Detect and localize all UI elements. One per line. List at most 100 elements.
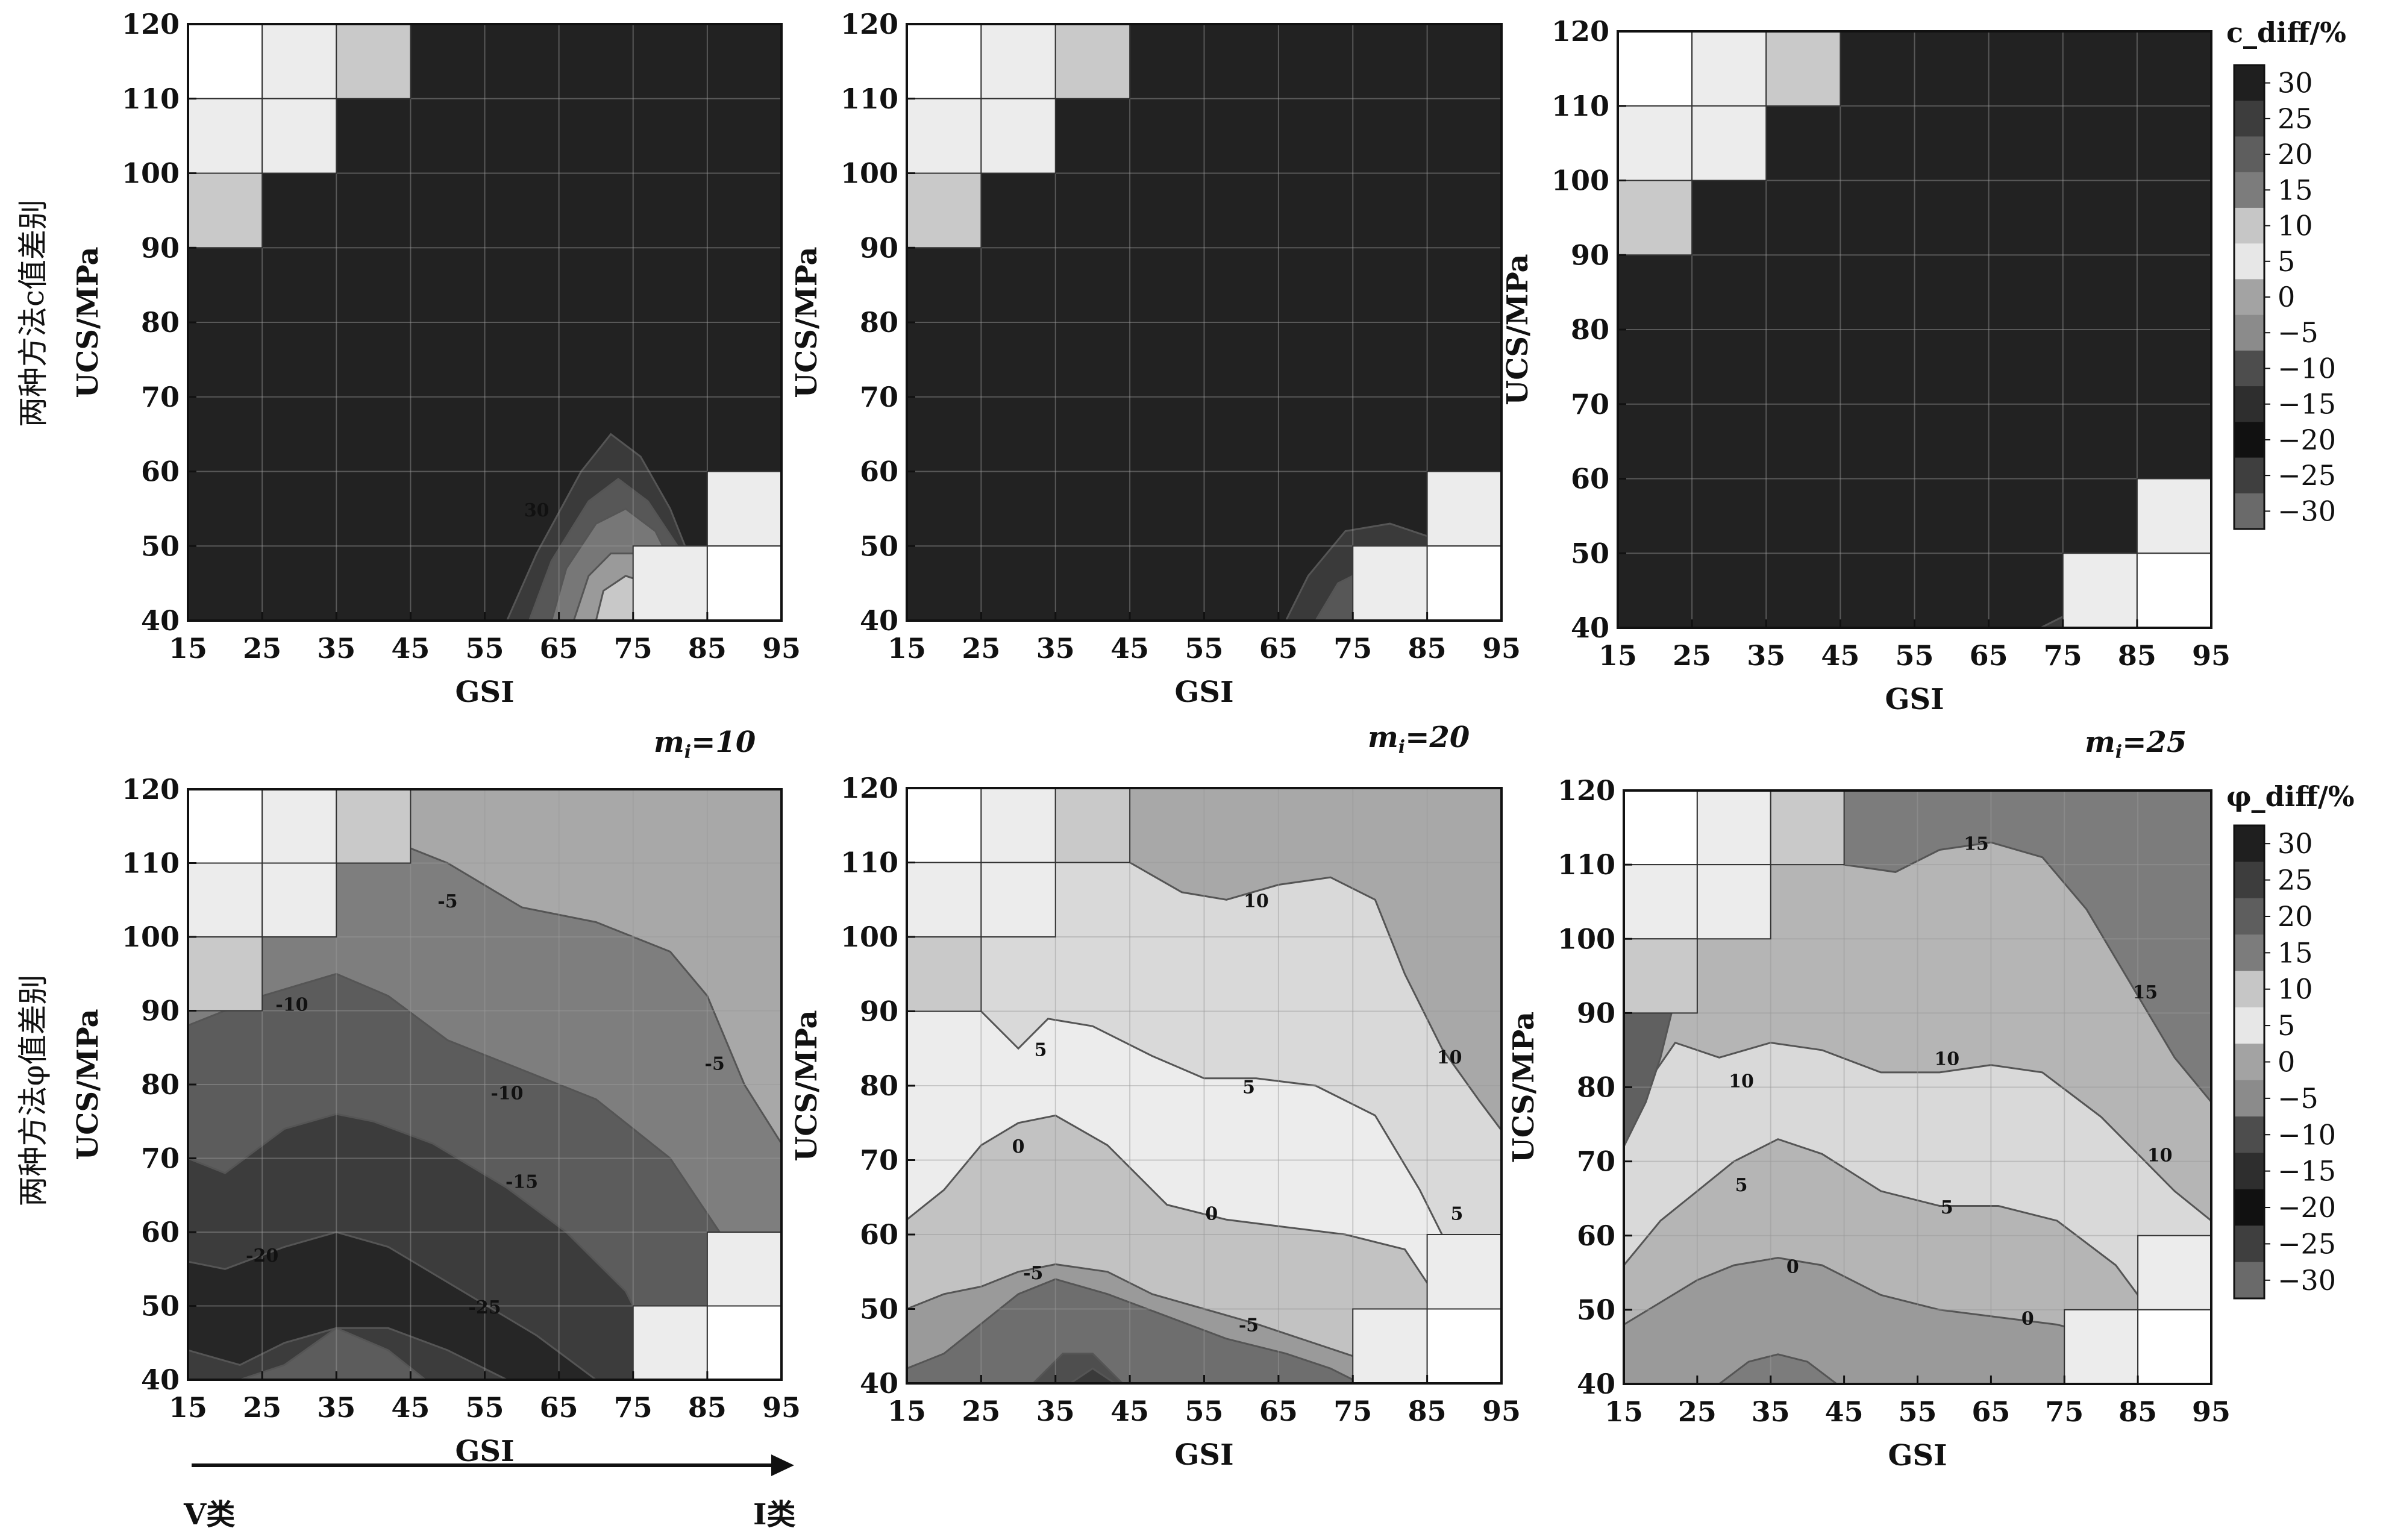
x-tick-label: 35 [317, 1391, 355, 1424]
colorbar-tick-label: −25 [2278, 1227, 2336, 1260]
class-arrow: V类 I类 [183, 1454, 795, 1532]
x-tick-label: 55 [1895, 639, 1934, 672]
colorbar-tick-label: −20 [2278, 1191, 2336, 1224]
colorbar-title: φ_diff/% [2226, 780, 2355, 813]
colorbar-tick-label: −25 [2278, 459, 2336, 492]
svg-text:mi=25: mi=25 [2085, 725, 2187, 763]
plot-content: 10 10 5 5 0 0 5 -5 -5 [907, 788, 1501, 1383]
x-tick-label: 55 [465, 632, 504, 665]
y-tick-label: 100 [122, 921, 180, 953]
contour-label: 30 [524, 500, 550, 521]
x-tick-label: 85 [688, 632, 727, 665]
value-block [2064, 1309, 2139, 1384]
colorbar-swatch [2234, 457, 2264, 494]
contour-label: -10 [275, 995, 308, 1016]
value-block [261, 789, 337, 864]
value-block [980, 24, 1056, 99]
colorbar-tick-label: −5 [2278, 316, 2319, 349]
colorbar-tick-label: 5 [2278, 1009, 2295, 1042]
x-tick-label: 65 [540, 632, 578, 665]
contour-label: -5 [437, 891, 457, 912]
plot-content [907, 24, 1501, 621]
x-tick-label: 15 [169, 632, 207, 665]
value-block [1624, 938, 1698, 1014]
y-tick-label: 50 [860, 1293, 898, 1326]
colorbar-tick-label: 30 [2278, 827, 2313, 860]
colorbar-tick-label: −10 [2278, 1118, 2336, 1151]
x-tick-label: 75 [614, 1391, 653, 1424]
colorbar-tick-label: 10 [2278, 210, 2313, 242]
x-tick-label: 15 [1598, 639, 1637, 672]
x-tick-label: 65 [1970, 639, 2008, 672]
value-block [1618, 105, 1693, 181]
colorbar-tick-label: 10 [2278, 973, 2313, 1006]
colorbar-swatch [2234, 243, 2264, 280]
y-tick-label: 90 [860, 231, 898, 264]
y-tick-label: 80 [860, 306, 898, 339]
mi-value-2: =20 [1405, 721, 1470, 754]
contour-label: 5 [1941, 1197, 1953, 1218]
value-block [1352, 1308, 1428, 1383]
value-block [1426, 471, 1501, 547]
colorbar-swatch [2234, 422, 2264, 459]
y-tick-label: 70 [141, 1142, 180, 1175]
x-tick-label: 55 [1185, 1395, 1223, 1427]
x-tick-label: 95 [2192, 639, 2231, 672]
value-block [980, 788, 1056, 863]
x-tick-label: 75 [1333, 1395, 1372, 1427]
x-tick-label: 75 [2045, 1395, 2084, 1428]
value-block [2137, 1235, 2211, 1310]
value-block [1624, 864, 1698, 940]
y-tick-label: 50 [1571, 537, 1609, 569]
x-tick-label: 55 [1898, 1395, 1937, 1428]
colorbar-tick-label: 0 [2278, 1046, 2295, 1078]
y-tick-label: 90 [1571, 239, 1609, 271]
contour-label: -15 [506, 1172, 538, 1193]
colorbar-swatch [2234, 207, 2264, 244]
row-label-phi: 两种方法φ值差别 [16, 974, 51, 1206]
value-block [907, 24, 982, 99]
y-tick-label: 70 [860, 1144, 898, 1177]
x-tick-label: 35 [317, 632, 355, 665]
x-tick-label: 15 [169, 1391, 207, 1424]
y-axis-label: UCS/MPa [1507, 1012, 1541, 1163]
contour-label: 0 [1205, 1203, 1218, 1224]
value-block [336, 789, 412, 864]
contour-label: 5 [1735, 1175, 1748, 1196]
colorbar-tick-label: −30 [2278, 495, 2336, 527]
y-tick-label: 40 [141, 1363, 180, 1396]
contour-label: 5 [1242, 1077, 1255, 1098]
mi-value-3: =25 [2122, 725, 2187, 759]
y-tick-label: 60 [1571, 463, 1609, 495]
mi-label-3: mi=25 [2085, 725, 2187, 763]
colorbar-swatch [2234, 1080, 2264, 1117]
mi-value-1: =10 [691, 725, 756, 759]
x-tick-label: 25 [1673, 639, 1711, 672]
value-block [980, 98, 1056, 174]
value-block [188, 936, 263, 1012]
x-tick-label: 35 [1752, 1395, 1790, 1428]
value-block [1426, 545, 1501, 621]
x-axis-label: GSI [455, 1435, 514, 1468]
colorbar-swatch [2234, 136, 2264, 173]
y-axis-label: UCS/MPa [790, 1010, 824, 1161]
value-block [1696, 864, 1771, 940]
x-tick-label: 85 [688, 1391, 727, 1424]
y-tick-label: 70 [141, 381, 180, 413]
value-block [907, 936, 982, 1012]
mi-label-2: mi=20 [1368, 721, 1470, 758]
colorbar-swatch [2234, 493, 2264, 530]
x-tick-label: 65 [1971, 1395, 2010, 1428]
contour-label: 10 [1437, 1047, 1462, 1068]
value-block [907, 98, 982, 174]
arrow-head [771, 1454, 794, 1476]
value-block [907, 172, 982, 249]
x-tick-label: 95 [2192, 1395, 2231, 1428]
y-tick-label: 110 [1552, 90, 1609, 122]
colorbar-tick-label: −20 [2278, 424, 2336, 456]
x-tick-label: 75 [614, 632, 653, 665]
contour-band--30 [239, 1327, 427, 1380]
chart-panel-1: 30 15 25 35 45 55 65 75 85 95 40 50 60 70 80 90 100 110 12… [71, 8, 801, 709]
